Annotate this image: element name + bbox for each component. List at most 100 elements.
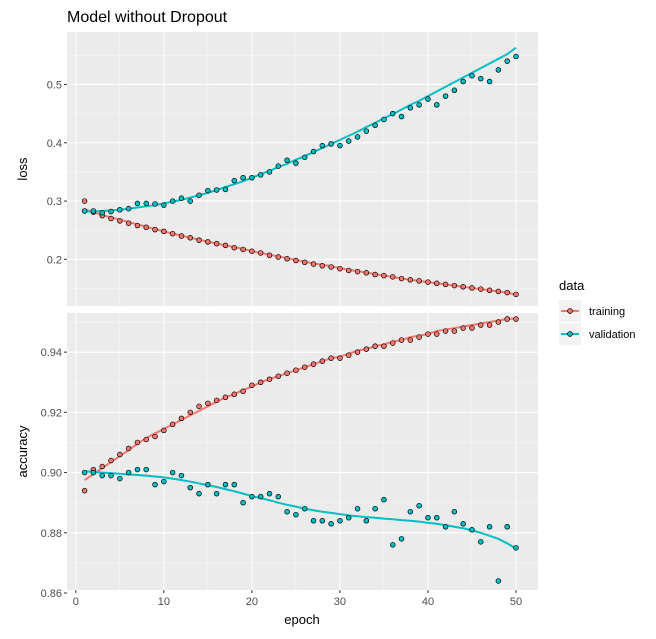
point-training (240, 388, 246, 395)
point-training (161, 427, 167, 434)
point-validation (293, 511, 299, 518)
point-training (345, 267, 352, 274)
point-validation (381, 496, 387, 503)
point-training (513, 291, 519, 298)
point-validation (442, 524, 449, 530)
x-tick-label: 10 (158, 596, 170, 608)
x-tick-label: 20 (246, 596, 258, 608)
point-validation (416, 102, 422, 108)
point-validation (486, 524, 493, 530)
point-validation (469, 527, 475, 533)
point-training (478, 286, 484, 292)
point-validation (143, 200, 149, 207)
point-training (345, 352, 352, 358)
x-tick-label: 50 (510, 596, 522, 608)
point-training (205, 400, 211, 407)
point-validation (345, 138, 352, 144)
point-validation (99, 472, 105, 479)
y-tick-label: 0.4 (47, 138, 62, 150)
point-validation (117, 207, 123, 213)
point-validation (81, 208, 88, 214)
point-training (275, 373, 282, 379)
y-tick-label: 0.5 (47, 79, 62, 91)
point-validation (266, 490, 273, 497)
legend-label: validation (589, 329, 635, 341)
point-training (434, 280, 440, 287)
point-validation (187, 484, 194, 491)
point-validation (337, 517, 343, 524)
point-training (240, 246, 246, 253)
point-training (249, 382, 255, 389)
point-training (143, 224, 149, 231)
point-training (117, 451, 123, 458)
x-tick-label: 40 (422, 596, 434, 608)
point-validation (407, 105, 414, 111)
point-training (354, 268, 361, 275)
point-training (205, 239, 211, 245)
point-validation (389, 542, 396, 548)
point-training (196, 403, 202, 410)
point-validation (495, 67, 502, 73)
point-validation (178, 195, 185, 201)
point-validation (266, 169, 273, 175)
point-validation (213, 187, 220, 193)
point-training (310, 361, 317, 367)
point-training (284, 256, 290, 262)
point-validation (354, 505, 361, 512)
point-validation (372, 122, 378, 129)
point-training (143, 436, 149, 443)
point-training (152, 226, 158, 233)
point-validation (398, 536, 405, 542)
point-training (301, 364, 308, 370)
point-validation (143, 466, 149, 473)
point-validation (328, 521, 334, 527)
point-training (451, 328, 458, 334)
point-training (495, 319, 502, 325)
legend-label: training (589, 306, 625, 318)
point-validation (504, 524, 510, 530)
point-training (363, 346, 370, 352)
point-training (337, 265, 343, 272)
x-tick-label: 30 (334, 596, 346, 608)
point-training (389, 274, 396, 280)
y-tick-label: 0.2 (47, 254, 62, 266)
point-validation (495, 578, 502, 584)
point-validation (425, 514, 431, 521)
point-training (169, 230, 176, 237)
point-training (513, 316, 519, 322)
point-training (460, 284, 466, 290)
point-validation (293, 160, 299, 166)
point-validation (231, 481, 238, 488)
point-training (81, 198, 88, 204)
point-training (257, 250, 264, 256)
point-training (266, 376, 273, 382)
point-training (398, 337, 405, 343)
y-tick-label: 0.3 (47, 196, 62, 208)
point-training (266, 252, 273, 259)
point-validation (249, 174, 255, 181)
point-validation (301, 505, 308, 512)
point-validation (257, 493, 264, 500)
point-training (301, 259, 308, 266)
point-validation (301, 154, 308, 161)
point-training (504, 289, 510, 296)
point-training (187, 409, 194, 416)
point-validation (169, 198, 176, 204)
point-training (372, 343, 378, 349)
point-training (372, 271, 378, 278)
point-training (407, 277, 414, 283)
point-validation (187, 198, 194, 204)
point-validation (319, 142, 326, 149)
point-training (81, 487, 88, 494)
point-training (99, 463, 105, 470)
point-validation (90, 469, 97, 476)
point-validation (372, 505, 378, 512)
point-training (416, 278, 422, 284)
point-validation (125, 469, 132, 476)
point-validation (81, 469, 88, 476)
point-validation (161, 478, 167, 485)
point-training (354, 349, 361, 355)
point-training (196, 237, 202, 243)
x-tick-label: 0 (73, 596, 79, 608)
point-training (495, 288, 502, 295)
